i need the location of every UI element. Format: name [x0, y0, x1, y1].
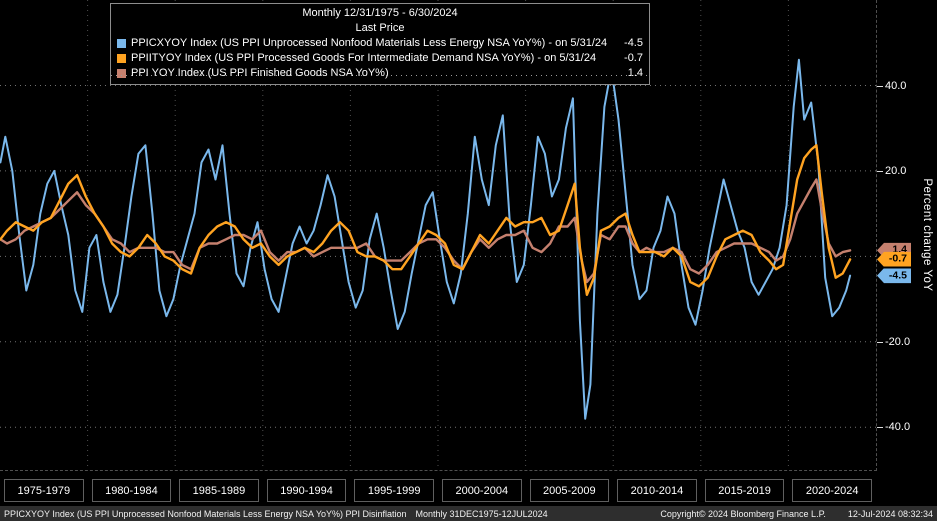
legend-label: PPI YOY Index (US PPI Finished Goods NSA… [131, 67, 389, 79]
legend-item-ppicxyoy[interactable]: PPICXYOY Index (US PPI Unprocessed Nonfo… [117, 36, 643, 51]
legend-item-ppi-yoy[interactable]: PPI YOY Index (US PPI Finished Goods NSA… [111, 66, 649, 81]
y-axis: 40.0 20.0 -20.0 -40.0 [876, 0, 937, 470]
legend-value: 1.4 [627, 67, 643, 79]
footer-bar: PPICXYOY Index (US PPI Unprocessed Nonfo… [0, 506, 937, 521]
last-value-badge: -0.7 [877, 251, 911, 267]
last-value-badge: -4.5 [877, 268, 911, 284]
x-axis-tick-label: 1990-1994 [266, 479, 347, 502]
legend-value: -0.7 [624, 52, 643, 64]
legend-box: Monthly 12/31/1975 - 6/30/2024 Last Pric… [110, 3, 650, 85]
legend-swatch-orange [117, 54, 126, 63]
x-axis: 1975-1979 1980-1984 1985-1989 1990-1994 1995… [0, 479, 876, 502]
chart-subtitle: Last Price [355, 22, 405, 34]
x-axis-tick-label: 2005-2009 [529, 479, 610, 502]
y-axis-tick-label: 40.0 [876, 79, 907, 92]
x-axis-tick-label: 2015-2019 [704, 479, 785, 502]
footer-description: PPICXYOY Index (US PPI Unprocessed Nonfo… [4, 508, 407, 519]
legend-label: PPICXYOY Index (US PPI Unprocessed Nonfo… [131, 37, 608, 49]
y-axis-tick-label: 20.0 [876, 164, 907, 177]
plot-area[interactable] [0, 0, 877, 471]
x-axis-tick-label: 2010-2014 [617, 479, 697, 502]
legend-item-ppiityoy[interactable]: PPIITYOY Index (US PPI Processed Goods F… [117, 51, 643, 66]
legend-value: -4.5 [624, 37, 643, 49]
y-axis-tick-label: -20.0 [876, 335, 911, 348]
x-axis-tick-label: 1985-1989 [179, 479, 259, 502]
x-axis-tick-label: 2000-2004 [441, 479, 522, 502]
x-axis-tick-label: 1980-1984 [91, 479, 172, 502]
footer-timestamp: 12-Jul-2024 08:32:34 [847, 508, 933, 519]
chart-period-title: Monthly 12/31/1975 - 6/30/2024 [302, 7, 458, 19]
legend-label: PPIITYOY Index (US PPI Processed Goods F… [131, 52, 597, 64]
x-axis-tick-label: 1995-1999 [354, 479, 434, 502]
y-axis-title: Percent change YoY [921, 178, 933, 292]
footer-copyright: Copyright© 2024 Bloomberg Finance L.P. [660, 508, 826, 519]
legend-swatch-blue [117, 39, 126, 48]
legend-swatch-salmon [117, 69, 126, 78]
footer-period: Monthly 31DEC1975-12JUL2024 [415, 508, 548, 519]
y-axis-tick-label: -40.0 [876, 421, 911, 434]
x-axis-tick-label: 1975-1979 [4, 479, 84, 502]
x-axis-tick-label: 2020-2024 [792, 479, 872, 502]
plot-svg[interactable] [0, 0, 876, 470]
